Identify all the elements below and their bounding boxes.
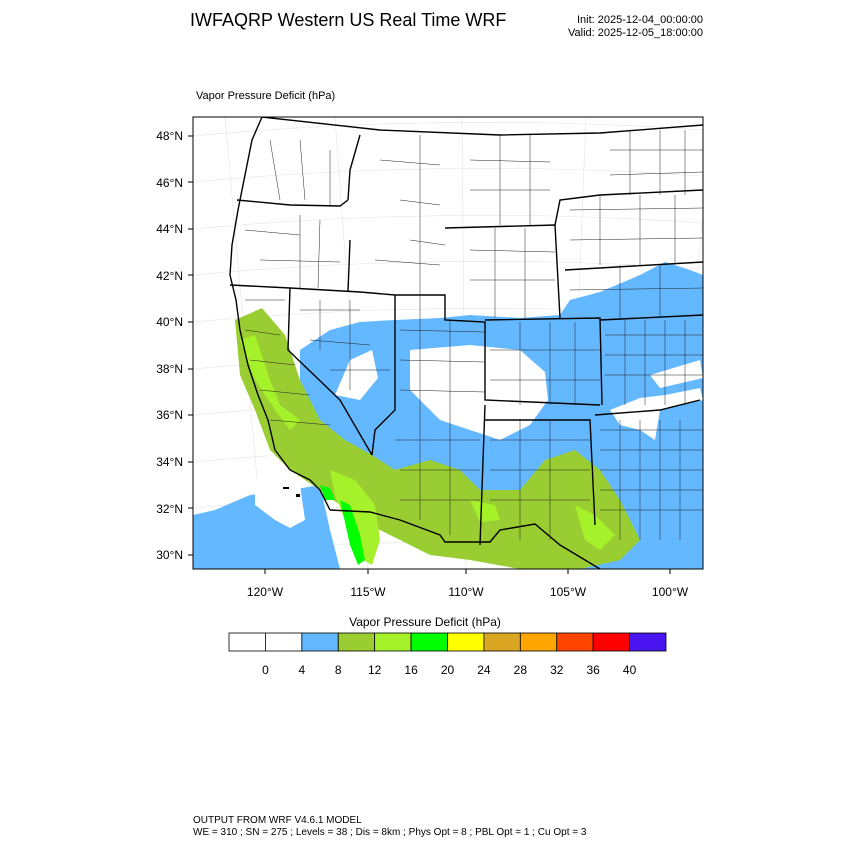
colorbar-swatch (519, 632, 558, 652)
colorbar-swatch (483, 632, 521, 652)
colorbar-label: 36 (586, 663, 600, 677)
vpd-lightgreen-area (240, 335, 615, 565)
lat-label: 40°N (156, 315, 183, 329)
valid-time: Valid: 2025-12-05_18:00:00 (568, 27, 703, 39)
lat-label: 38°N (156, 362, 183, 376)
colorbar-swatch (228, 632, 266, 652)
channel-islands (283, 487, 300, 497)
map-frame (192, 116, 704, 570)
lat-label: 30°N (156, 548, 183, 562)
page-title: IWFAQRP Western US Real Time WRF (190, 10, 507, 30)
lat-label: 34°N (156, 455, 183, 469)
lat-label: 44°N (156, 222, 183, 236)
colorbar-title: Vapor Pressure Deficit (hPa) (349, 615, 501, 629)
colorbar-swatch (556, 632, 594, 652)
lat-label: 42°N (156, 269, 183, 283)
map-area (193, 117, 703, 569)
lat-label: 46°N (156, 176, 183, 190)
lat-labels: 48°N 46°N 44°N 42°N 40°N 38°N 36°N 34°N … (156, 129, 183, 562)
lat-label: 48°N (156, 129, 183, 143)
colorbar-label: 32 (550, 663, 564, 677)
vpd-green-area (235, 308, 640, 569)
lon-label: 110°W (448, 585, 484, 599)
county-lines (244, 130, 703, 540)
lat-label: 36°N (156, 408, 183, 422)
colorbar-label: 28 (514, 663, 528, 677)
lon-label: 120°W (247, 585, 284, 599)
lon-label: 105°W (550, 585, 587, 599)
footer-model: OUTPUT FROM WRF V4.6.1 MODEL (193, 815, 362, 826)
colorbar-label: 0 (262, 663, 269, 677)
lon-label: 115°W (350, 585, 386, 599)
init-time: Init: 2025-12-04_00:00:00 (577, 14, 703, 26)
footer-config: WE = 310 ; SN = 275 ; Levels = 38 ; Dis … (193, 827, 587, 838)
colorbar-label: 8 (335, 663, 342, 677)
colorbar-swatch (447, 632, 485, 652)
colorbar-label: 24 (477, 663, 491, 677)
time-info: Init: 2025-12-04_00:00:00 Valid: 2025-12… (568, 14, 703, 40)
lon-label: 100°W (652, 585, 689, 599)
lon-labels: 120°W 115°W 110°W 105°W 100°W (247, 585, 689, 599)
axis-ticks (188, 135, 671, 574)
colorbar-swatch (337, 632, 376, 652)
colorbar-swatch (374, 632, 412, 652)
colorbar-swatch (410, 632, 448, 652)
footer: OUTPUT FROM WRF V4.6.1 MODEL WE = 310 ; … (193, 815, 586, 839)
colorbar-label: 16 (404, 663, 418, 677)
colorbar-swatch (629, 632, 667, 652)
colorbar-swatch (265, 632, 303, 652)
colorbar-label: 4 (298, 663, 305, 677)
colorbar-label: 12 (368, 663, 382, 677)
vpd-white-patches (255, 345, 703, 528)
colorbar-swatch (592, 632, 630, 652)
map-subtitle: Vapor Pressure Deficit (hPa) (196, 90, 336, 102)
colorbar-swatch (301, 632, 339, 652)
lat-label: 32°N (156, 502, 183, 516)
colorbar-label: 40 (623, 663, 637, 677)
colorbar-label: 20 (441, 663, 455, 677)
colorbar: 0 4 8 12 16 20 24 28 32 36 40 (228, 632, 667, 677)
